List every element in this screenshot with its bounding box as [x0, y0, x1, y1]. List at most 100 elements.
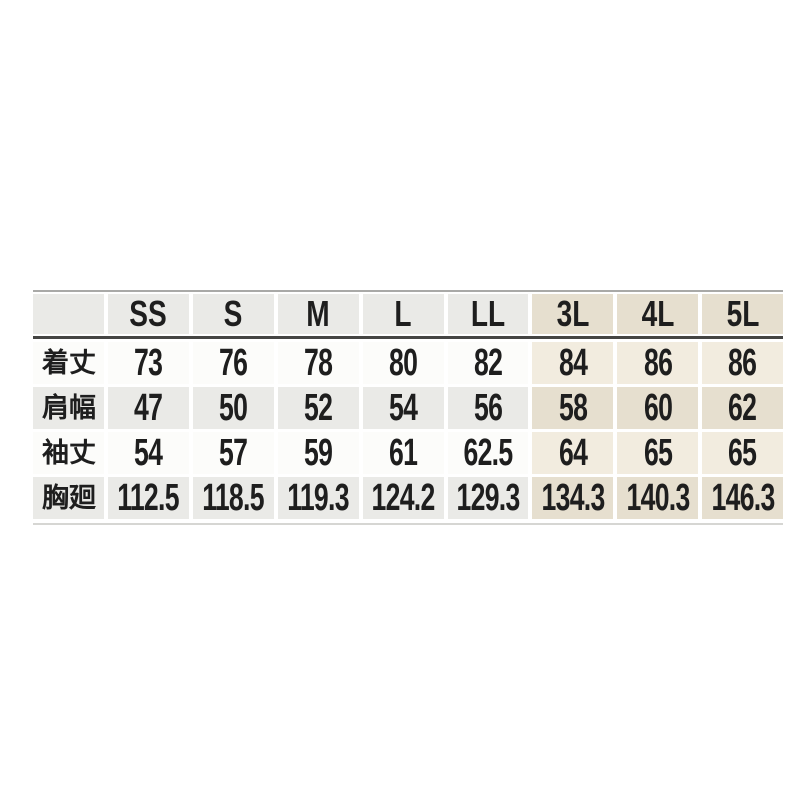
measurement-value: 76 [219, 342, 248, 384]
value-cell: 129.3 [447, 477, 529, 519]
value-cell: 61 [362, 432, 444, 474]
size-header-row: SS S M L LL 3L 4L 5L [33, 294, 783, 334]
measurement-value: 54 [134, 432, 163, 474]
row-label-char: 肩 [42, 392, 69, 423]
value-cell: 54 [108, 432, 189, 474]
row-label-char: 袖 [42, 437, 69, 468]
measurement-value: 86 [728, 342, 757, 384]
measurement-value: 78 [304, 342, 333, 384]
row-label-cell: 胸廻 [33, 477, 104, 519]
measurement-value: 64 [558, 432, 588, 474]
measurement-row: 袖丈 54 57 59 61 62.5 64 65 65 [33, 432, 783, 474]
measurement-value: 134.3 [541, 477, 605, 519]
measurement-value: 58 [558, 387, 588, 429]
value-cell: 140.3 [617, 477, 699, 519]
measurement-value: 119.3 [287, 477, 349, 519]
value-cell: 57 [192, 432, 274, 474]
value-cell: 76 [192, 342, 274, 384]
measurement-value: 80 [388, 342, 418, 384]
value-cell: 146.3 [702, 477, 783, 519]
size-header-cell-3l: 3L [532, 294, 614, 334]
size-header-label: SS [129, 294, 168, 334]
row-label-char: 幅 [69, 392, 96, 423]
size-header-label: LL [470, 294, 506, 334]
measurement-value: 84 [558, 342, 588, 384]
measurement-value: 146.3 [711, 477, 775, 519]
header-divider-rule [33, 336, 783, 339]
value-cell: 54 [362, 387, 444, 429]
measurement-value: 112.5 [117, 477, 180, 519]
size-header-cell-s: S [192, 294, 274, 334]
measurement-value: 61 [388, 432, 418, 474]
value-cell: 52 [277, 387, 359, 429]
row-label-char: 廻 [69, 482, 96, 513]
size-header-label: M [306, 294, 330, 334]
value-cell: 59 [277, 432, 359, 474]
row-label-cell: 袖丈 [33, 432, 104, 474]
measurement-value: 65 [728, 432, 757, 474]
value-cell: 134.3 [532, 477, 614, 519]
measurement-value: 62 [728, 387, 757, 429]
measurement-value: 118.5 [202, 477, 265, 519]
measurement-value: 60 [643, 387, 673, 429]
value-cell: 50 [192, 387, 274, 429]
measurement-value: 50 [219, 387, 248, 429]
measurement-value: 62.5 [463, 432, 513, 474]
value-cell: 86 [702, 342, 783, 384]
corner-cell [33, 294, 104, 334]
row-label-char: 丈 [69, 437, 96, 468]
measurement-value: 56 [473, 387, 503, 429]
value-cell: 119.3 [277, 477, 359, 519]
size-header-label: S [223, 294, 243, 334]
measurement-row: 肩幅 47 50 52 54 56 58 60 62 [33, 387, 783, 429]
size-header-label: L [394, 294, 412, 334]
row-label-cell: 肩幅 [33, 387, 104, 429]
measurement-value: 124.2 [371, 477, 436, 519]
measurement-value: 86 [643, 342, 673, 384]
row-label-char: 胸 [42, 482, 69, 513]
value-cell: 60 [617, 387, 699, 429]
value-cell: 73 [108, 342, 189, 384]
value-cell: 84 [532, 342, 614, 384]
size-header-cell-ss: SS [108, 294, 189, 334]
value-cell: 56 [447, 387, 529, 429]
row-label-char: 着 [42, 347, 69, 378]
value-cell: 58 [532, 387, 614, 429]
row-label-char: 丈 [69, 347, 96, 378]
size-header-cell-4l: 4L [617, 294, 699, 334]
value-cell: 62.5 [447, 432, 529, 474]
value-cell: 78 [277, 342, 359, 384]
value-cell: 47 [108, 387, 189, 429]
table-top-rule [33, 290, 783, 292]
measurement-value: 47 [134, 387, 163, 429]
value-cell: 65 [617, 432, 699, 474]
measurement-row: 着丈 73 76 78 80 82 84 86 86 [33, 342, 783, 384]
size-header-label: 3L [556, 294, 590, 334]
measurement-value: 73 [134, 342, 163, 384]
value-cell: 80 [362, 342, 444, 384]
size-header-label: 5L [726, 294, 759, 334]
row-label-cell: 着丈 [33, 342, 104, 384]
measurement-value: 82 [473, 342, 503, 384]
size-chart-table: SS S M L LL 3L 4L 5L 着丈 73 76 78 80 82 84 86 86 肩幅 47 50 52… [33, 290, 783, 525]
size-header-label: 4L [641, 294, 675, 334]
value-cell: 86 [617, 342, 699, 384]
value-cell: 112.5 [108, 477, 189, 519]
value-cell: 82 [447, 342, 529, 384]
measurement-row: 胸廻 112.5 118.5 119.3 124.2 129.3 134.3 140.3 146… [33, 477, 783, 519]
size-header-cell-5l: 5L [702, 294, 783, 334]
size-chart-body: 着丈 73 76 78 80 82 84 86 86 肩幅 47 50 52 54 56 58 60 62 袖丈 54… [33, 342, 783, 519]
table-bottom-rule [33, 523, 783, 525]
measurement-value: 140.3 [626, 477, 690, 519]
measurement-value: 129.3 [456, 477, 520, 519]
value-cell: 124.2 [362, 477, 444, 519]
measurement-value: 54 [388, 387, 418, 429]
size-header-cell-l: L [362, 294, 444, 334]
value-cell: 64 [532, 432, 614, 474]
size-header-cell-ll: LL [447, 294, 529, 334]
measurement-value: 65 [643, 432, 673, 474]
measurement-value: 57 [219, 432, 248, 474]
measurement-value: 59 [304, 432, 333, 474]
measurement-value: 52 [304, 387, 333, 429]
size-header-cell-m: M [277, 294, 359, 334]
